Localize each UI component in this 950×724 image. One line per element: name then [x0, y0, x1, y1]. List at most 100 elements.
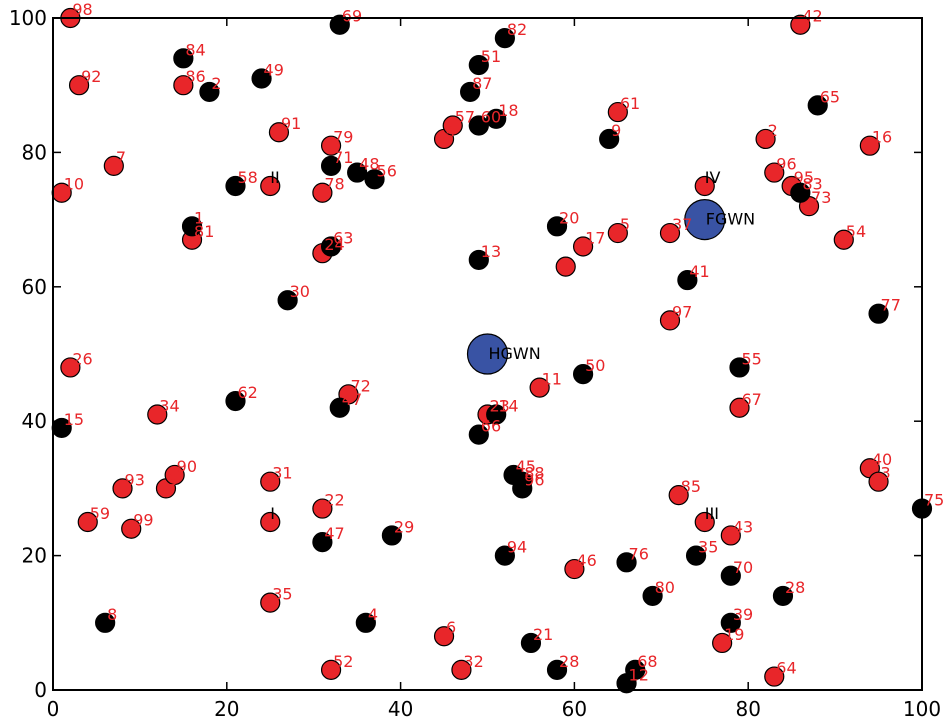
black-point [468, 424, 489, 445]
plot-frame [52, 17, 923, 691]
black-point-label: 69 [342, 7, 362, 26]
black-point [729, 357, 750, 378]
red-point-label: 9 [168, 470, 178, 489]
black-point [546, 216, 568, 237]
black-point-label: 39 [733, 605, 753, 624]
y-tick-label: 20 [22, 544, 47, 568]
red-point [555, 256, 576, 277]
red-point-label: 67 [742, 390, 762, 409]
quadrant-annotation: IV [705, 168, 721, 187]
black-point-label: 66 [481, 417, 501, 436]
blue-point-label: FGWN [706, 210, 755, 229]
red-point-label: 46 [576, 551, 596, 570]
y-tick-label: 100 [9, 6, 47, 30]
black-point-label: 87 [472, 74, 492, 93]
blue-point-label: HGWN [489, 344, 541, 363]
x-tick-label: 20 [214, 697, 239, 721]
black-point-label: 29 [394, 517, 414, 536]
red-point-label: 11 [542, 370, 562, 389]
black-point-label: 35 [698, 538, 718, 557]
red-point-label: 19 [724, 625, 744, 644]
black-point-label: 47 [342, 390, 362, 409]
quadrant-annotation: II [270, 168, 279, 187]
black-point-label: 94 [507, 538, 527, 557]
red-point-label: 57 [455, 108, 475, 127]
black-point-label: 60 [481, 108, 501, 127]
black-point [685, 545, 707, 566]
black-point [320, 236, 342, 257]
quadrant-annotation: III [705, 504, 719, 523]
red-point-label: 10 [64, 175, 84, 194]
red-point-label: 37 [672, 215, 692, 234]
red-point-label: 16 [872, 128, 892, 147]
red-point [164, 464, 185, 486]
red-point-label: 35 [272, 585, 292, 604]
black-point [599, 128, 620, 150]
red-point [268, 122, 290, 143]
black-point-label: 63 [333, 228, 353, 247]
black-point-label: 14 [498, 396, 518, 415]
black-point-label: 15 [64, 410, 84, 429]
black-point-label: 84 [185, 40, 205, 59]
black-point [642, 585, 663, 607]
black-point-label: 77 [881, 296, 901, 315]
red-point [77, 511, 98, 533]
black-point [486, 108, 507, 129]
red-point [833, 229, 854, 250]
red-point [260, 471, 281, 492]
black-point [494, 28, 515, 49]
black-point [173, 48, 194, 69]
black-point-label: 9 [611, 121, 621, 140]
black-point [364, 169, 385, 190]
quadrant-annotation: I [270, 504, 275, 523]
red-point-label: 23 [490, 396, 510, 415]
red-point-label: 32 [463, 652, 483, 671]
y-tick-label: 80 [22, 140, 47, 164]
red-point [659, 222, 681, 244]
red-point-label: 98 [72, 0, 92, 19]
black-point-label: 4 [368, 605, 378, 624]
black-point [572, 364, 594, 385]
red-point-label: 3 [881, 464, 891, 483]
red-point-label: 96 [776, 155, 796, 174]
black-point-label: 20 [559, 208, 579, 227]
black-point-label: 1 [194, 208, 204, 227]
red-point [868, 471, 889, 492]
red-point [659, 310, 681, 331]
black-point-label: 88 [524, 464, 544, 483]
black-point [181, 216, 203, 237]
black-point [312, 532, 333, 553]
red-point [529, 377, 550, 398]
black-point-label: 56 [377, 161, 397, 180]
black-point [494, 545, 515, 566]
red-point [121, 518, 142, 539]
annotations-layer: II IVI III [270, 168, 720, 523]
black-point-label: 30 [290, 282, 310, 301]
red-point [694, 175, 715, 197]
black-point-label: 58 [237, 168, 257, 187]
black-point-label: 68 [637, 652, 657, 671]
black-point-label: 28 [559, 652, 579, 671]
black-point [772, 585, 794, 607]
black-point-label: 49 [264, 60, 284, 79]
red-point [312, 182, 333, 203]
ticks-layer: 0 20 40 60 80 100 0 20 40 60 80 100 [9, 6, 941, 721]
red-point-label: 81 [194, 222, 214, 241]
black-point [225, 390, 246, 412]
y-tick-label: 0 [34, 678, 47, 702]
black-point [868, 303, 889, 324]
black-point [468, 54, 489, 76]
black-point-label: 8 [107, 605, 117, 624]
red-point [451, 659, 472, 680]
red-point [60, 357, 81, 378]
red-point-label: 40 [872, 450, 892, 469]
black-point-label: 96 [524, 470, 544, 489]
red-point [729, 397, 750, 418]
red-point-label: 5 [620, 215, 630, 234]
black-point-label: 12 [629, 665, 649, 684]
red-point-label: 17 [585, 228, 605, 247]
red-point [668, 485, 689, 506]
black-point-label: 13 [481, 242, 501, 261]
red-point-label: 6 [446, 618, 456, 637]
